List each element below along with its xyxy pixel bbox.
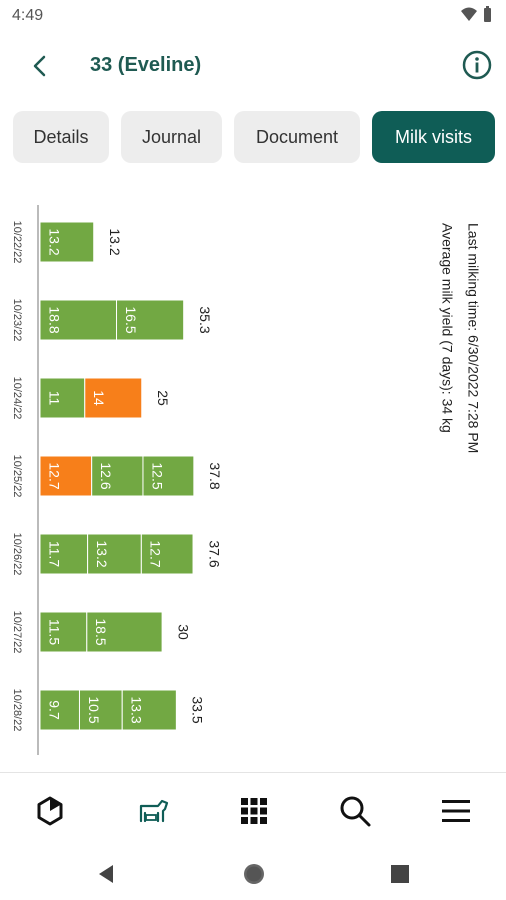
total-label: 37.6 xyxy=(206,540,222,567)
hexagon-icon xyxy=(37,796,63,826)
grid-icon xyxy=(241,798,267,824)
tab-bar: Details Journal Document Milk visits xyxy=(0,111,506,163)
date-label: 10/22/22 xyxy=(11,221,23,264)
chart-row: 10/28/22 9.7 10.5 13.3 33.5 xyxy=(11,689,206,732)
chart-row: 10/27/22 11.5 18.5 30 xyxy=(11,611,191,654)
menu-icon xyxy=(442,800,470,822)
app-bar: 33 (Eveline) xyxy=(0,36,506,96)
segment-label: 9.7 xyxy=(46,700,62,720)
date-label: 10/24/22 xyxy=(11,377,23,420)
total-label: 13.2 xyxy=(107,228,123,255)
search-icon xyxy=(340,796,371,827)
date-label: 10/23/22 xyxy=(11,299,23,342)
segment-label: 18.5 xyxy=(93,618,109,645)
chart-row: 10/24/22 11 14 25 xyxy=(11,377,171,420)
bar-segment xyxy=(121,689,177,731)
nav-item-search[interactable] xyxy=(335,791,375,831)
system-home-button[interactable] xyxy=(238,858,270,890)
status-bar: 4:49 xyxy=(0,0,506,32)
nav-item-apps[interactable] xyxy=(234,791,274,831)
system-back-button[interactable] xyxy=(90,858,122,890)
bar-segment xyxy=(84,377,143,419)
bar-segment xyxy=(116,299,185,341)
segment-label: 12.6 xyxy=(98,462,114,489)
segment-label: 12.7 xyxy=(46,462,62,489)
status-icons xyxy=(460,6,494,29)
tab-journal[interactable]: Journal xyxy=(121,111,222,163)
total-label: 25 xyxy=(155,390,171,406)
total-label: 35.3 xyxy=(197,306,213,333)
bar-segment xyxy=(39,377,86,419)
bar-segment xyxy=(140,533,194,575)
bottom-nav xyxy=(0,772,506,849)
chart-row: 10/25/22 12.7 12.6 12.5 37.8 xyxy=(11,455,223,498)
total-label: 37.8 xyxy=(207,462,223,489)
segment-label: 13.2 xyxy=(46,228,62,255)
back-button[interactable] xyxy=(22,48,58,84)
chart-row: 10/22/22 13.2 13.2 xyxy=(11,221,123,264)
milk-visits-chart: 10/22/22 13.2 13.210/23/22 18.8 16.5 35.310/2… xyxy=(11,205,481,755)
date-label: 10/27/22 xyxy=(11,611,23,654)
chevron-left-icon xyxy=(33,55,46,77)
tab-details[interactable]: Details xyxy=(13,111,109,163)
home-circle-icon xyxy=(244,864,264,884)
bar-segment xyxy=(39,221,95,263)
nav-item-menu[interactable] xyxy=(436,791,476,831)
segment-label: 12.7 xyxy=(148,540,164,567)
bar-segment xyxy=(39,611,88,653)
bar-segment xyxy=(39,533,89,575)
total-label: 33.5 xyxy=(190,696,206,723)
info-button[interactable] xyxy=(460,48,494,82)
chart-bars: 10/22/22 13.2 13.210/23/22 18.8 16.5 35.310/2… xyxy=(11,221,223,732)
battery-icon xyxy=(484,6,491,22)
segment-label: 10.5 xyxy=(86,696,102,723)
segment-label: 13.2 xyxy=(94,540,110,567)
chart-row: 10/23/22 18.8 16.5 35.3 xyxy=(11,299,213,342)
tab-document[interactable]: Document xyxy=(234,111,360,163)
nav-item-home[interactable] xyxy=(30,791,70,831)
total-label: 30 xyxy=(175,624,191,640)
cow-icon xyxy=(139,799,169,823)
segment-label: 14 xyxy=(91,390,107,406)
recents-square-icon xyxy=(391,865,409,883)
nav-item-animals[interactable] xyxy=(133,791,173,831)
wifi-icon xyxy=(461,7,477,21)
chart-info: Last milking time: 6/30/2022 7:28 PM Aver… xyxy=(439,223,481,453)
segment-label: 18.8 xyxy=(46,306,62,333)
segment-label: 13.3 xyxy=(129,696,145,723)
segment-label: 11.7 xyxy=(46,541,62,567)
segment-label: 16.5 xyxy=(123,306,139,333)
segment-label: 12.5 xyxy=(149,462,165,489)
last-milking-time: Last milking time: 6/30/2022 7:28 PM xyxy=(465,223,481,453)
segment-label: 11.5 xyxy=(46,619,62,645)
chart-row: 10/26/22 11.7 13.2 12.7 37.6 xyxy=(11,533,222,576)
page-title: 33 (Eveline) xyxy=(90,54,202,76)
date-label: 10/25/22 xyxy=(11,455,23,498)
bar-segment xyxy=(78,689,123,731)
date-label: 10/26/22 xyxy=(11,533,23,576)
tab-milk-visits[interactable]: Milk visits xyxy=(372,111,495,163)
info-icon xyxy=(462,50,492,80)
bar-segment xyxy=(39,455,93,497)
bar-segment xyxy=(86,611,163,653)
average-milk-yield: Average milk yield (7 days): 34 kg xyxy=(439,223,455,433)
bar-segment xyxy=(142,455,195,497)
segment-label: 11 xyxy=(46,391,62,406)
system-recents-button[interactable] xyxy=(384,858,416,890)
status-time: 4:49 xyxy=(12,7,44,24)
system-nav xyxy=(0,848,506,900)
back-triangle-icon xyxy=(99,865,113,883)
bar-segment xyxy=(91,455,144,497)
date-label: 10/28/22 xyxy=(11,689,23,732)
